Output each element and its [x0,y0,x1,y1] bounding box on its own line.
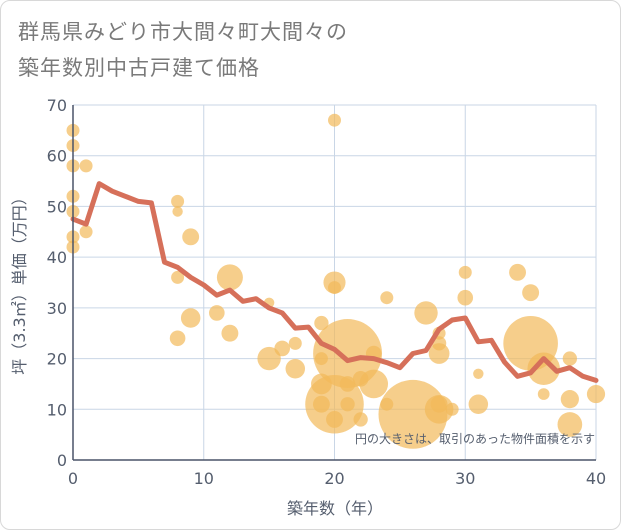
data-point [428,343,450,364]
data-point [171,270,185,284]
data-point [560,390,579,409]
data-point [182,228,200,246]
y-tick-label: 10 [47,400,67,419]
data-point [445,402,459,416]
x-tick-label: 40 [586,469,606,488]
x-axis-label: 築年数（年） [287,499,383,518]
data-point [340,397,355,412]
data-point [288,336,302,350]
data-point [586,384,606,404]
data-point [326,410,343,428]
data-point [169,330,186,347]
data-point [285,358,306,379]
data-point [458,265,472,279]
data-point [430,395,448,413]
data-point [180,308,201,328]
data-point [562,351,577,366]
data-point [313,319,383,388]
data-point [328,281,341,295]
data-point [468,394,489,414]
data-point [378,379,448,449]
data-point [79,159,93,173]
data-point [527,352,560,385]
data-point [353,412,368,427]
data-point [339,376,356,392]
data-point [172,206,183,217]
data-point [328,113,341,127]
data-point [257,346,281,371]
bubble-size-note: 円の大きさは、取引のあった物件面積を示す [355,431,595,446]
y-axis-label: 坪（3.3㎡）単価（万円） [10,189,29,374]
y-tick-label: 30 [47,299,67,318]
data-point [522,284,540,302]
y-tick-label: 40 [47,248,67,267]
x-tick-label: 10 [194,469,214,488]
data-point [221,324,239,342]
data-point [359,369,389,399]
y-tick-label: 20 [47,350,67,369]
data-point [274,340,291,357]
x-tick-label: 0 [68,469,78,488]
y-tick-label: 0 [57,451,67,470]
chart-title: 群馬県みどり市大間々町大間々の 築年数別中古戸建て価格 [18,14,418,86]
data-point [171,194,185,208]
chart-title-line-1: 群馬県みどり市大間々町大間々の [18,20,348,44]
data-point [209,305,225,321]
data-point [79,225,93,239]
axes [72,105,596,461]
data-point [216,264,243,291]
y-tick-label: 70 [47,96,67,115]
data-point [557,412,583,437]
data-point [414,301,438,325]
y-tick-label: 60 [47,147,67,166]
bubble-series [66,113,606,449]
y-tick-label: 50 [47,197,67,216]
data-point [314,315,329,331]
data-point [537,388,550,400]
trend-line [70,181,599,383]
data-point [457,289,474,306]
chart-title-line-2: 築年数別中古戸建て価格 [18,56,260,80]
data-point [473,368,484,379]
x-tick-label: 30 [455,469,475,488]
tick-labels: 0 10 20 30 40 50 60 70 0 10 20 30 40 [47,96,607,488]
data-point [380,291,394,305]
data-point [509,263,526,281]
x-tick-label: 20 [324,469,344,488]
